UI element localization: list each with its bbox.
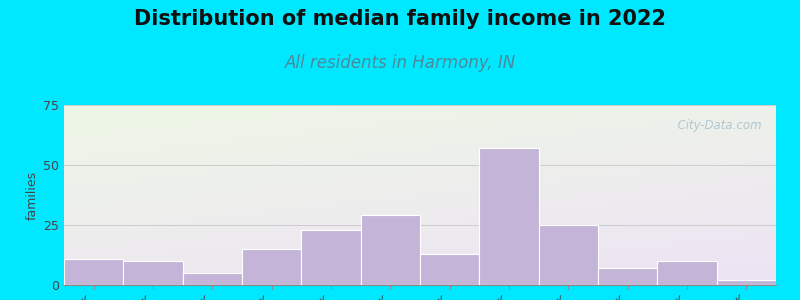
Bar [717, 280, 776, 285]
Bar [658, 261, 717, 285]
Bar [182, 273, 242, 285]
Bar [538, 225, 598, 285]
Text: City-Data.com: City-Data.com [670, 119, 762, 132]
Text: Distribution of median family income in 2022: Distribution of median family income in … [134, 9, 666, 29]
Y-axis label: families: families [26, 170, 39, 220]
Bar [479, 148, 538, 285]
Bar [420, 254, 479, 285]
Bar [302, 230, 361, 285]
Bar [64, 259, 123, 285]
Bar [361, 215, 420, 285]
Bar [242, 249, 302, 285]
Bar [598, 268, 658, 285]
Bar [123, 261, 182, 285]
Text: All residents in Harmony, IN: All residents in Harmony, IN [285, 54, 515, 72]
